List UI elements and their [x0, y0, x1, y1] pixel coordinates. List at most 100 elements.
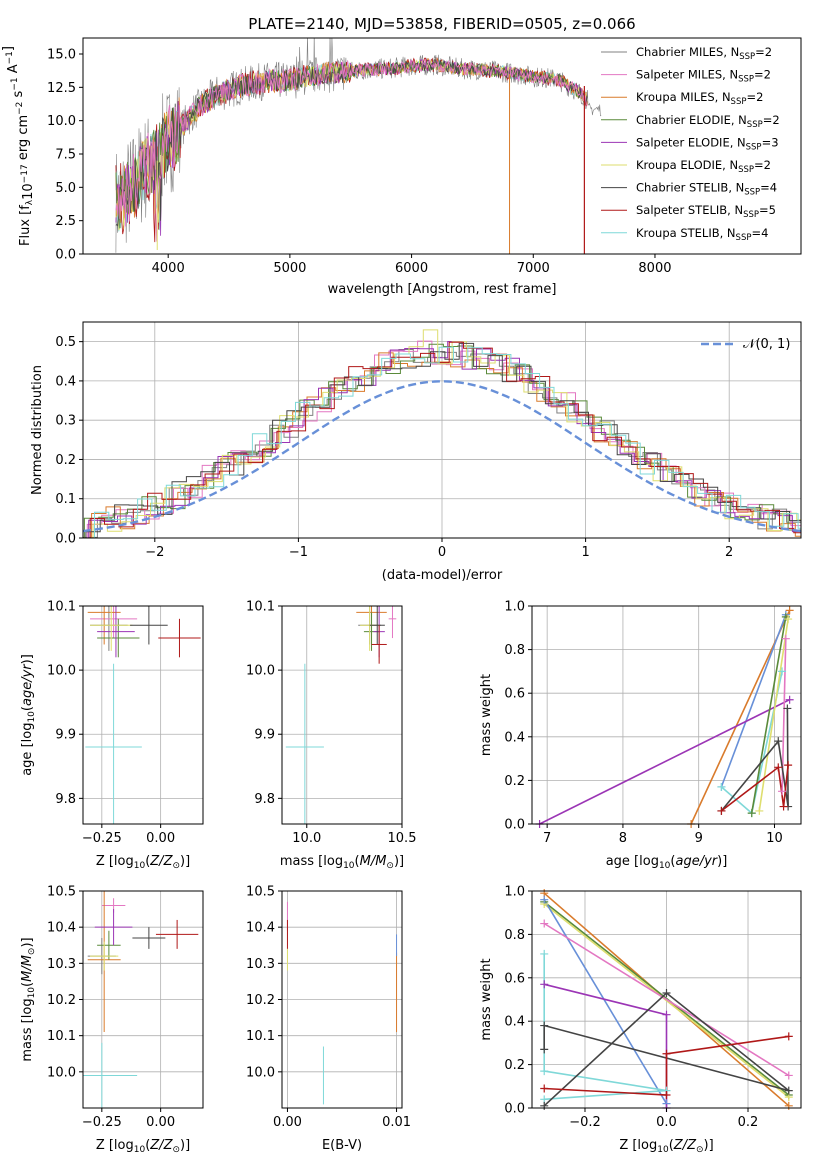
- axes-frame: [82, 37, 802, 255]
- spectrum-kroupa_elodie: [115, 58, 588, 231]
- y-tick-label: 0.5: [55, 335, 76, 350]
- weight-marker-salpeter_stelib: [774, 763, 783, 772]
- plot-area: [85, 606, 201, 824]
- weight-marker-chabrier_stelib: [783, 704, 792, 713]
- y-tick-label: 10.0: [47, 1065, 76, 1080]
- weight-marker-salpeter_elodie: [785, 695, 794, 704]
- grid-layer: [83, 322, 801, 1109]
- y-tick-label: 1.0: [504, 885, 525, 900]
- x-tick-label: −0.25: [82, 831, 122, 846]
- x-tick-label: 5000: [273, 261, 306, 276]
- weight-marker-blue: [540, 895, 549, 904]
- y-tick-label: 1.0: [504, 600, 525, 615]
- weight-marker-salpeter_elodie: [662, 1010, 671, 1019]
- weight-marker-chabrier_stelib: [662, 988, 671, 997]
- histogram-kroupa_miles: [91, 352, 801, 538]
- y-tick-label: 0.4: [504, 1015, 525, 1030]
- x-tick-label: −2: [145, 545, 164, 560]
- histogram-chabrier_stelib: [85, 342, 801, 538]
- x-tick-label: 0.0: [656, 1115, 677, 1130]
- x-axis-label: wavelength [Angstrom, rest frame]: [328, 282, 557, 297]
- plot-area: [543, 892, 790, 1108]
- weight-line-blue: [543, 899, 668, 1105]
- weight-marker-chabrier_stelib: [540, 1045, 549, 1054]
- weight-marker-kroupa_stelib: [717, 782, 726, 791]
- axes-frame: [531, 605, 802, 825]
- y-tick-label: 12.5: [47, 81, 76, 96]
- legend-entry: Kroupa STELIB, NSSP=4: [636, 226, 768, 243]
- x-tick-label: 0.00: [146, 1115, 175, 1130]
- y-tick-label: 10.0: [47, 664, 76, 679]
- x-axis-label: age [log10​(age/yr)]: [606, 854, 728, 871]
- weight-line-salpeter_miles: [543, 922, 790, 1077]
- histogram-chabrier_miles: [83, 349, 801, 538]
- weight-marker-salpeter_stelib: [779, 802, 788, 811]
- y-tick-label: 0.4: [504, 730, 525, 745]
- weight-marker-kroupa_miles: [785, 606, 794, 615]
- y-tick-label: 2.5: [55, 214, 76, 229]
- plot-area: [539, 610, 791, 824]
- y-tick-label: 9.9: [254, 728, 275, 743]
- y-tick-label: 10.3: [47, 957, 76, 972]
- y-tick-label: 10.0: [47, 114, 76, 129]
- y-tick-label: 15.0: [47, 48, 76, 63]
- plot-area: [115, 38, 602, 254]
- y-tick-label: 10.0: [246, 664, 275, 679]
- spectrum-chabrier_elodie: [115, 60, 588, 229]
- x-tick-label: 0: [438, 545, 446, 560]
- x-tick-label: −1: [289, 545, 308, 560]
- y-tick-label: 0.0: [55, 248, 76, 263]
- weight-marker-salpeter_elodie: [540, 980, 549, 989]
- spectrum-salpeter_miles: [115, 59, 588, 242]
- y-axis-label: Flux [fλ10−17 erg cm−2 s−1 A−1]: [1, 46, 36, 246]
- weight-line-kroupa_elodie: [543, 903, 790, 1098]
- weight-line-kroupa_miles: [690, 610, 791, 824]
- x-tick-label: 10.0: [292, 831, 321, 846]
- legend-entry: Kroupa MILES, NSSP=2: [636, 90, 763, 107]
- weight-marker-kroupa_stelib: [778, 667, 787, 676]
- y-tick-label: 0.0: [504, 818, 525, 833]
- y-tick-label: 0.0: [55, 532, 76, 547]
- weight-marker-chabrier_stelib: [774, 737, 783, 746]
- legend-entry: Salpeter ELODIE, NSSP=3: [636, 135, 779, 152]
- y-tick-label: 10.2: [246, 993, 275, 1008]
- axes-frame: [281, 605, 403, 825]
- x-axis-label: Z [log10​(Z/Z⊙​)]: [96, 1138, 190, 1155]
- x-tick-label: 6000: [395, 261, 428, 276]
- y-tick-label: 9.8: [254, 792, 275, 807]
- weight-line-chabrier_elodie: [750, 616, 787, 814]
- legend-entry: Chabrier ELODIE, NSSP=2: [636, 113, 780, 130]
- legend-entry: Kroupa ELODIE, NSSP=2: [636, 158, 771, 175]
- x-axis-label: E(B-V): [322, 1138, 362, 1153]
- weight-marker-kroupa_stelib: [540, 949, 549, 958]
- weight-line-blue: [720, 614, 787, 788]
- weight-line-kroupa_stelib: [543, 953, 667, 1101]
- plot-area: [83, 329, 801, 538]
- x-tick-label: 8000: [638, 261, 671, 276]
- weight-line-salpeter_stelib: [544, 1035, 789, 1096]
- x-axis-label: mass [log10​(M/M⊙​)]: [280, 854, 404, 871]
- x-tick-label: 9: [695, 831, 703, 846]
- y-tick-label: 10.0: [246, 1065, 275, 1080]
- weight-line-chabrier_stelib: [720, 708, 789, 812]
- y-tick-label: 0.6: [504, 971, 525, 986]
- histogram-kroupa_stelib: [94, 346, 801, 538]
- legend-entry: Salpeter MILES, NSSP=2: [636, 68, 771, 85]
- spectrum-chabrier_miles: [115, 38, 602, 253]
- y-tick-label: 0.4: [55, 374, 76, 389]
- weight-marker-kroupa_elodie: [755, 806, 764, 815]
- x-axis-label: Z [log10​(Z/Z⊙​)]: [96, 854, 190, 871]
- weight-marker-salpeter_stelib: [540, 1084, 549, 1093]
- y-tick-label: 0.8: [504, 928, 525, 943]
- spectrum-chabrier_stelib: [115, 58, 588, 227]
- y-tick-label: 10.2: [47, 993, 76, 1008]
- weight-line-salpeter_elodie: [539, 698, 790, 824]
- weight-marker-salpeter_stelib: [784, 1032, 793, 1041]
- y-tick-label: 0.6: [504, 687, 525, 702]
- chart-title: PLATE=2140, MJD=53858, FIBERID=0505, z=0…: [248, 15, 635, 33]
- y-tick-label: 10.1: [47, 1029, 76, 1044]
- weight-marker-salpeter_stelib: [717, 806, 726, 815]
- y-axis-label: age [log10​(age/yr)]: [20, 654, 37, 776]
- x-tick-label: 7000: [517, 261, 550, 276]
- x-tick-label: 2: [725, 545, 733, 560]
